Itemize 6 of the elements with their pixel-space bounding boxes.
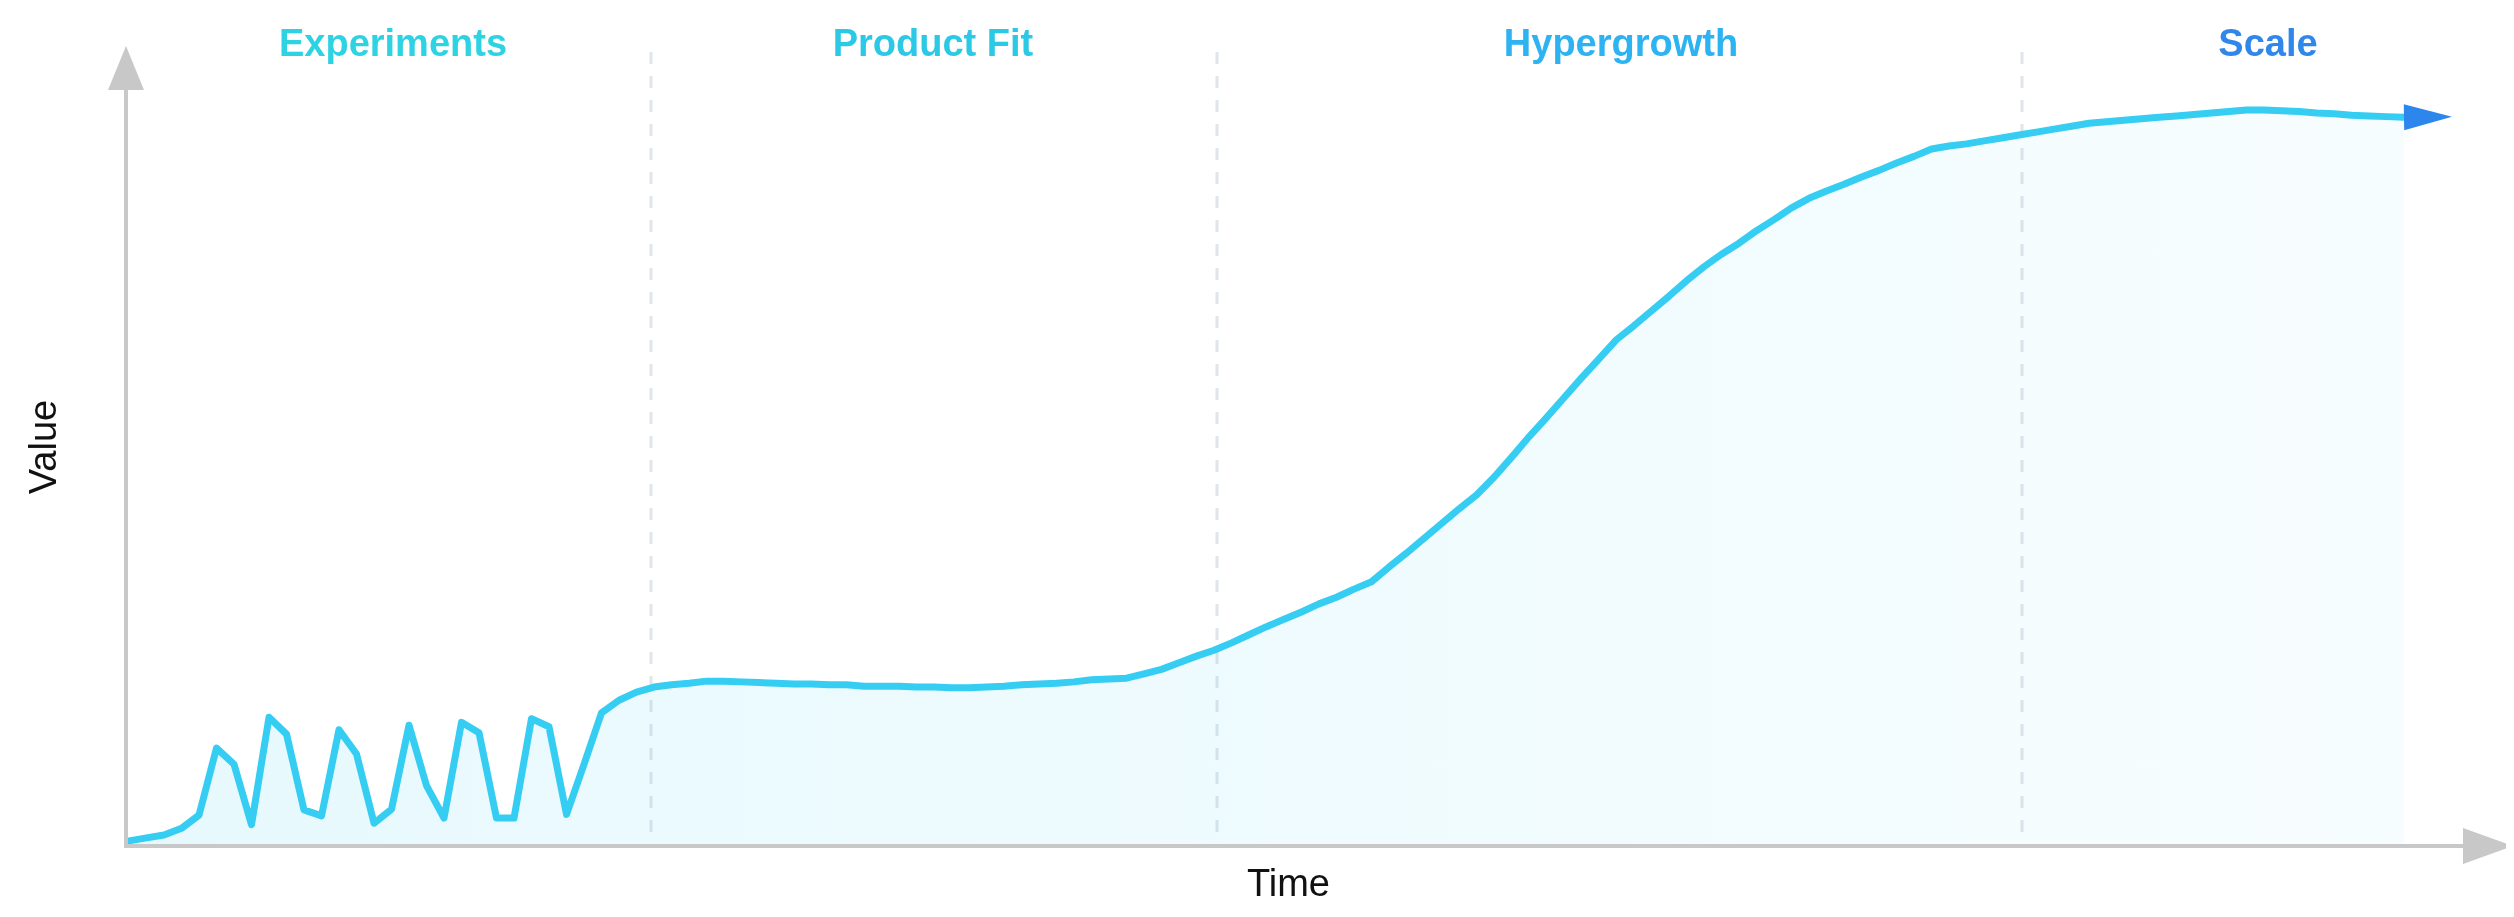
text: Product Fit: [832, 22, 1034, 64]
x-axis-title: Time: [1246, 862, 1331, 904]
text: Hypergrowth: [1503, 22, 1739, 64]
text: Scale: [2218, 22, 2318, 64]
text: Experiments: [278, 22, 508, 64]
y-axis-title: Value: [22, 399, 64, 495]
